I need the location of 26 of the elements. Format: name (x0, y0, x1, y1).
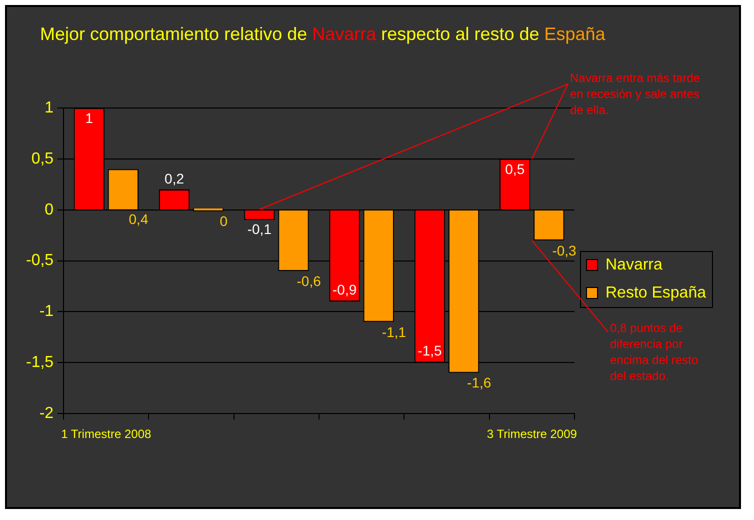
annotation: Navarra entra más tarde en recesión y sale antes de ella. (570, 70, 702, 118)
y-tick-label: 1 (44, 99, 54, 116)
y-tick-label: -1 (39, 303, 54, 320)
x-tick-label: 3 Trimestre 2009 (486, 427, 578, 442)
data-label: -0,3 (552, 242, 577, 258)
data-label: 0,4 (128, 211, 148, 228)
legend-label: Navarra (605, 256, 662, 274)
legend-label: Resto España (605, 284, 706, 302)
data-label: -1,1 (382, 324, 406, 340)
y-tick-label: -0,5 (26, 252, 54, 270)
data-label: 0 (220, 213, 228, 230)
data-label: -1,5 (418, 342, 442, 359)
data-label: -0,6 (296, 272, 322, 289)
data-label: 0,5 (505, 160, 525, 177)
data-label: -0,9 (332, 281, 357, 298)
x-tick-label: 1 Trimestre 2008 (61, 427, 152, 442)
annotation: 0,8 puntos de diferencia por encima del resto del estado. (610, 320, 700, 384)
data-label: -0,1 (247, 220, 272, 237)
y-tick-label: -2 (39, 405, 54, 422)
chart-title: Mejor comportamiento relativo de Navarra respecto al resto de España (40, 24, 606, 44)
y-tick-label: 0 (44, 201, 54, 218)
data-label: -1,6 (467, 374, 492, 391)
data-label: 0,2 (164, 170, 184, 186)
y-tick-label: -1,5 (26, 354, 54, 372)
y-tick-label: 0,5 (31, 150, 54, 168)
data-label: 1 (85, 110, 94, 126)
